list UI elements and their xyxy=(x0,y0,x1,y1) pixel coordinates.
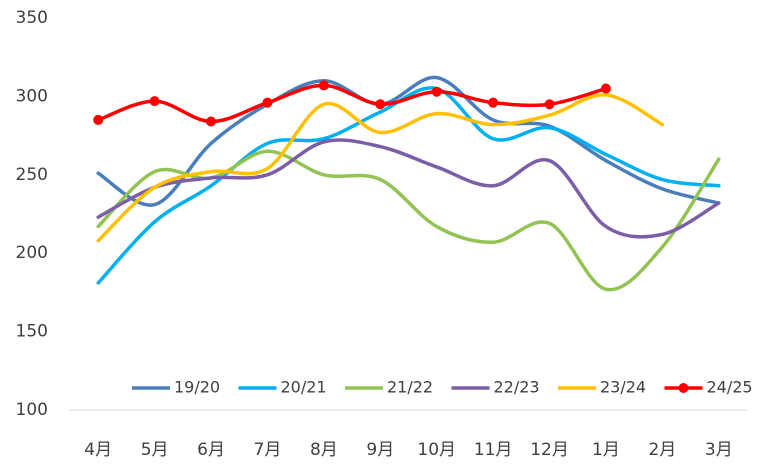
y-tick-label: 300 xyxy=(16,86,48,106)
legend-label: 21/22 xyxy=(387,378,433,397)
x-tick-label: 9月 xyxy=(366,440,394,460)
y-tick-label: 200 xyxy=(16,243,48,263)
x-tick-label: 2月 xyxy=(648,440,676,460)
x-tick-label: 7月 xyxy=(254,440,282,460)
y-tick-label: 150 xyxy=(16,322,48,342)
data-point xyxy=(488,97,499,108)
data-point xyxy=(262,97,273,108)
data-point xyxy=(93,114,104,125)
x-tick-label: 3月 xyxy=(705,440,733,460)
y-tick-label: 100 xyxy=(16,400,48,420)
data-point xyxy=(149,96,160,107)
x-tick-label: 12月 xyxy=(530,440,569,460)
x-tick-label: 4月 xyxy=(84,440,112,460)
series-line xyxy=(96,83,608,124)
series-line xyxy=(96,93,665,243)
data-point xyxy=(600,83,611,94)
data-point xyxy=(431,86,442,97)
legend-label: 20/21 xyxy=(281,378,327,397)
x-tick-label: 1月 xyxy=(592,440,620,460)
series-line xyxy=(96,138,721,239)
legend-label: 24/25 xyxy=(707,378,753,397)
legend-label: 23/24 xyxy=(600,378,646,397)
data-point xyxy=(318,80,329,91)
data-point xyxy=(206,116,217,127)
data-point xyxy=(375,99,386,110)
x-tick-label: 10月 xyxy=(417,440,456,460)
legend-label: 22/23 xyxy=(494,378,540,397)
legend-marker xyxy=(678,383,689,393)
y-tick-label: 350 xyxy=(16,8,48,28)
series-line xyxy=(96,75,721,207)
legend-label: 19/20 xyxy=(174,378,220,397)
x-tick-label: 6月 xyxy=(197,440,225,460)
x-tick-label: 8月 xyxy=(310,440,338,460)
x-tick-label: 5月 xyxy=(141,440,169,460)
data-point xyxy=(544,99,555,110)
x-tick-label: 11月 xyxy=(474,440,513,460)
y-tick-label: 250 xyxy=(16,165,48,185)
series-line xyxy=(96,86,721,285)
